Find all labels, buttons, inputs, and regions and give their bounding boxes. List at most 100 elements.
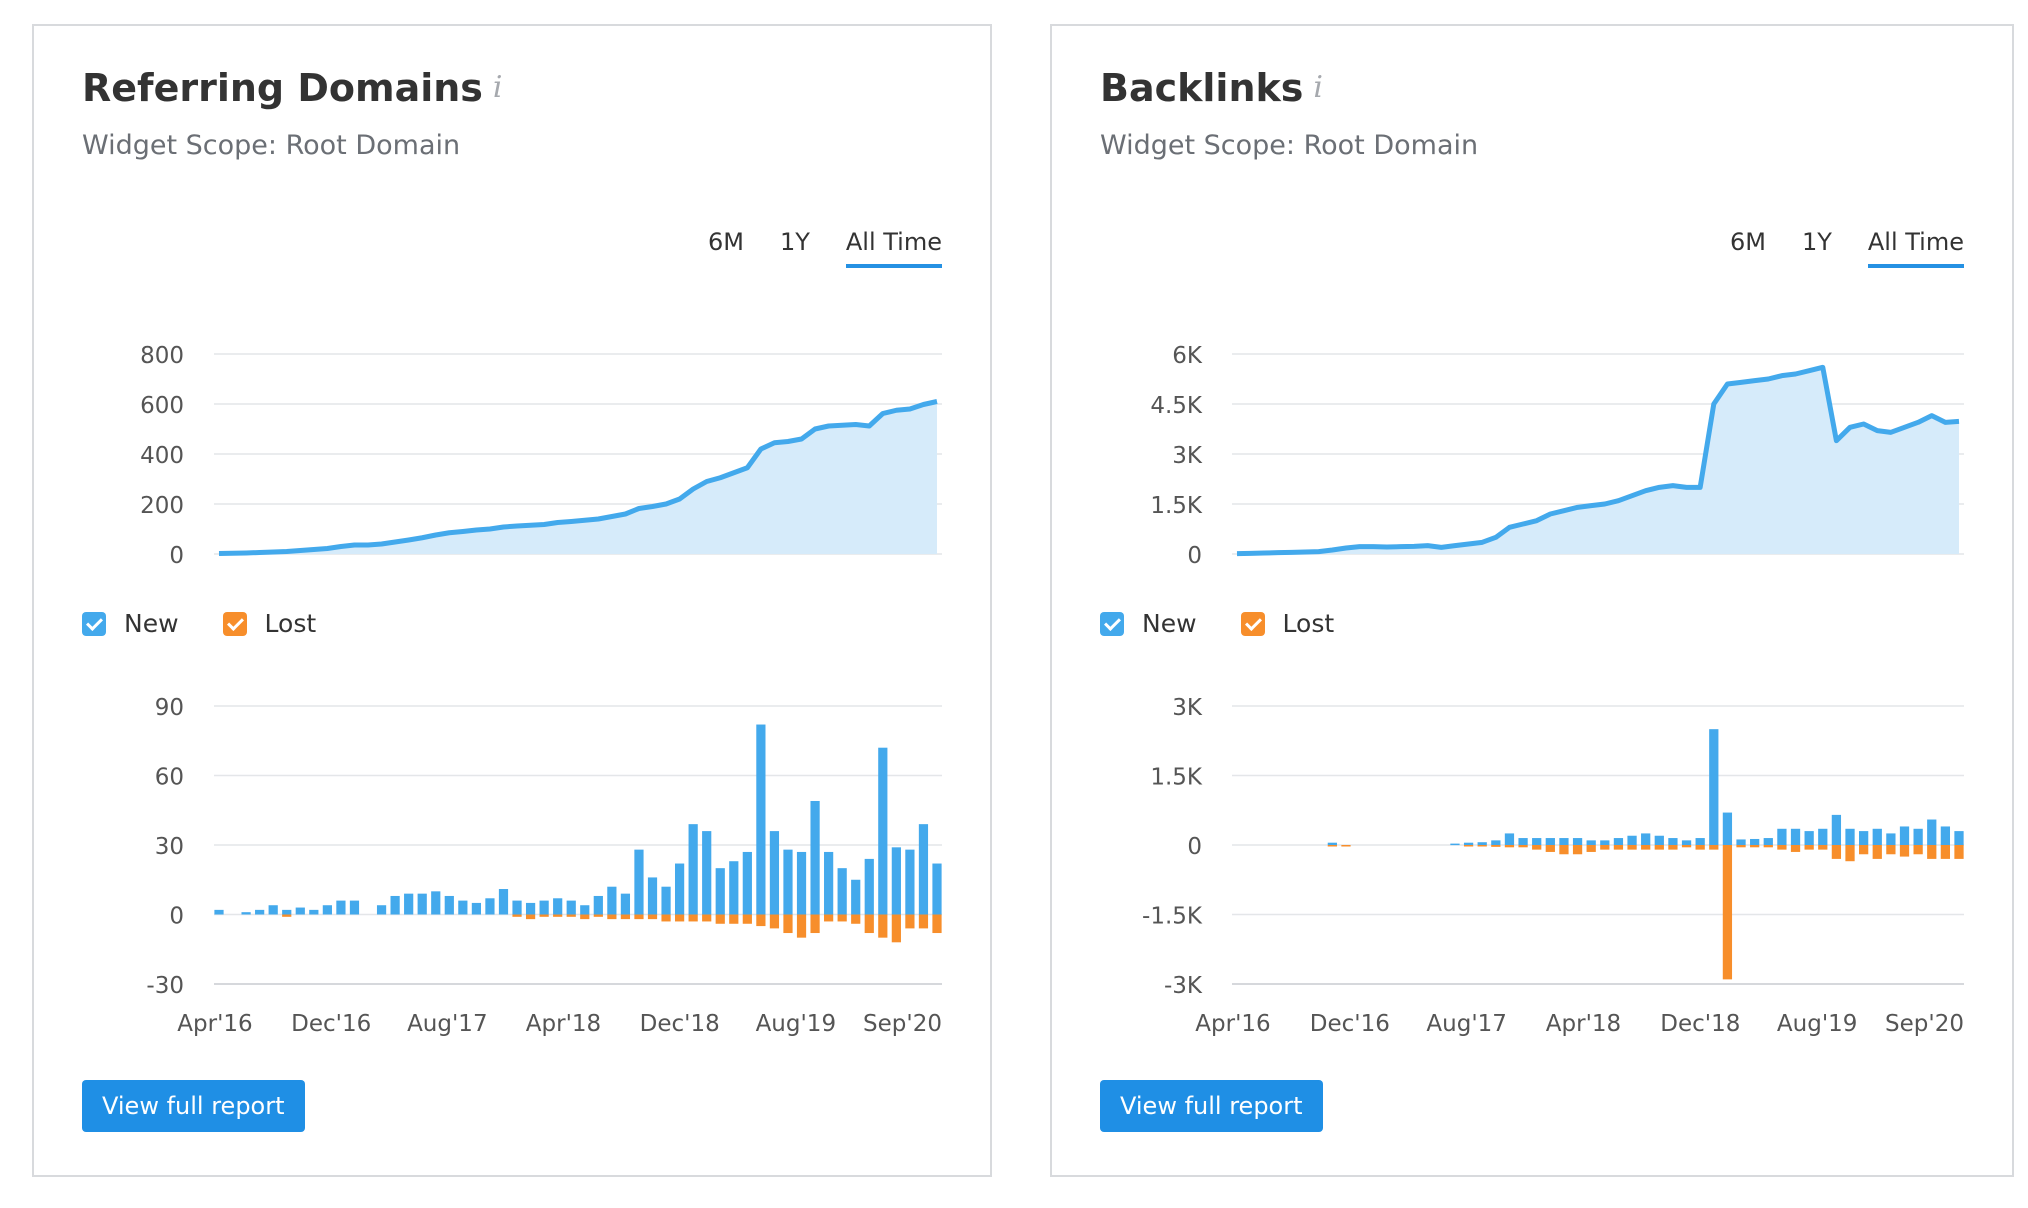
new-bar[interactable] xyxy=(336,900,346,915)
lost-bar[interactable] xyxy=(282,914,292,917)
lost-bar[interactable] xyxy=(1709,845,1719,850)
new-bar[interactable] xyxy=(1641,833,1651,845)
new-bar[interactable] xyxy=(796,851,807,915)
new-bar[interactable] xyxy=(715,868,725,915)
lost-bar[interactable] xyxy=(1886,845,1896,855)
view-full-report-button[interactable]: View full report xyxy=(1100,1080,1323,1132)
new-bar[interactable] xyxy=(593,895,603,915)
new-bar[interactable] xyxy=(1750,838,1760,845)
lost-bar[interactable] xyxy=(1327,845,1337,847)
lost-bar[interactable] xyxy=(1545,845,1555,852)
new-bar[interactable] xyxy=(810,800,820,915)
new-bar[interactable] xyxy=(553,898,563,915)
new-bar[interactable] xyxy=(1709,729,1719,845)
lost-bar[interactable] xyxy=(1695,845,1705,850)
new-bar[interactable] xyxy=(1518,838,1528,845)
lost-bar[interactable] xyxy=(1654,845,1664,850)
lost-bar[interactable] xyxy=(1341,845,1351,847)
tab-all-time[interactable]: All Time xyxy=(845,228,942,268)
new-bar[interactable] xyxy=(824,851,834,915)
lost-bar[interactable] xyxy=(1927,845,1937,859)
new-bar[interactable] xyxy=(769,831,780,915)
lost-bar[interactable] xyxy=(634,914,644,920)
new-checkbox-icon[interactable] xyxy=(1100,611,1124,636)
new-bar[interactable] xyxy=(1695,838,1705,845)
new-bar[interactable] xyxy=(255,909,265,915)
lost-bar[interactable] xyxy=(1736,845,1746,848)
tab-6m[interactable]: 6M xyxy=(1729,228,1766,256)
lost-bar[interactable] xyxy=(932,914,942,934)
lost-bar[interactable] xyxy=(1790,845,1801,852)
view-full-report-button[interactable]: View full report xyxy=(82,1080,305,1132)
lost-bar[interactable] xyxy=(742,914,752,924)
lost-bar[interactable] xyxy=(539,914,549,917)
new-bar[interactable] xyxy=(525,902,536,915)
new-bar[interactable] xyxy=(471,902,482,915)
new-bar[interactable] xyxy=(878,747,888,915)
new-bar[interactable] xyxy=(566,900,576,915)
lost-bar[interactable] xyxy=(525,914,536,920)
lost-bar[interactable] xyxy=(1872,845,1882,859)
lost-bar[interactable] xyxy=(796,914,807,938)
lost-bar[interactable] xyxy=(837,914,847,922)
legend-lost[interactable]: Lost xyxy=(1240,609,1334,638)
lost-bar[interactable] xyxy=(729,914,739,924)
new-bar[interactable] xyxy=(1940,826,1951,845)
lost-bar[interactable] xyxy=(661,914,671,922)
lost-bar[interactable] xyxy=(580,914,590,920)
new-bar[interactable] xyxy=(1668,838,1678,845)
new-bar[interactable] xyxy=(404,893,414,915)
new-bar[interactable] xyxy=(1654,835,1664,845)
lost-bar[interactable] xyxy=(647,914,658,920)
new-bar[interactable] xyxy=(1872,828,1882,845)
lost-bar[interactable] xyxy=(1668,845,1678,850)
new-bar[interactable] xyxy=(1532,838,1542,845)
tab-1y[interactable]: 1Y xyxy=(779,228,810,256)
new-bar[interactable] xyxy=(864,858,874,915)
lost-bar[interactable] xyxy=(1627,845,1637,850)
new-bar[interactable] xyxy=(1859,831,1869,845)
new-bar[interactable] xyxy=(1477,842,1487,845)
lost-bar[interactable] xyxy=(1913,845,1923,855)
lost-bar[interactable] xyxy=(1722,845,1733,980)
new-bar[interactable] xyxy=(1954,831,1964,845)
lost-bar[interactable] xyxy=(891,914,901,943)
new-bar[interactable] xyxy=(1913,828,1923,845)
new-bar[interactable] xyxy=(702,831,712,915)
lost-bar[interactable] xyxy=(824,914,834,922)
new-checkbox-icon[interactable] xyxy=(82,611,106,636)
lost-bar[interactable] xyxy=(607,914,617,920)
new-bar[interactable] xyxy=(932,863,942,915)
new-bar[interactable] xyxy=(742,851,752,915)
lost-bar[interactable] xyxy=(1899,845,1910,857)
new-bar[interactable] xyxy=(1572,838,1583,845)
new-bar[interactable] xyxy=(783,849,793,915)
new-bar[interactable] xyxy=(1845,828,1855,845)
tab-6m[interactable]: 6M xyxy=(707,228,744,256)
new-bar[interactable] xyxy=(891,847,901,915)
new-bar[interactable] xyxy=(390,895,400,915)
lost-bar[interactable] xyxy=(1954,845,1964,859)
new-bar[interactable] xyxy=(1545,838,1555,845)
new-bar[interactable] xyxy=(498,889,509,915)
legend-new[interactable]: New xyxy=(82,609,179,638)
lost-bar[interactable] xyxy=(702,914,712,922)
lost-bar[interactable] xyxy=(553,914,563,917)
new-bar[interactable] xyxy=(512,900,522,915)
lost-bar[interactable] xyxy=(620,914,631,920)
new-bar[interactable] xyxy=(1504,833,1515,845)
new-bar[interactable] xyxy=(1586,840,1596,845)
lost-bar[interactable] xyxy=(1681,845,1692,848)
info-icon[interactable]: i xyxy=(1313,70,1324,105)
new-bar[interactable] xyxy=(905,849,915,915)
new-bar[interactable] xyxy=(431,891,441,915)
lost-bar[interactable] xyxy=(905,914,915,929)
new-bar[interactable] xyxy=(1327,842,1337,845)
new-bar[interactable] xyxy=(1613,838,1624,845)
new-bar[interactable] xyxy=(918,824,929,915)
new-bar[interactable] xyxy=(1886,833,1896,845)
lost-bar[interactable] xyxy=(1532,845,1542,850)
new-bar[interactable] xyxy=(1790,828,1801,845)
new-bar[interactable] xyxy=(1681,840,1692,845)
new-bar[interactable] xyxy=(851,879,861,915)
